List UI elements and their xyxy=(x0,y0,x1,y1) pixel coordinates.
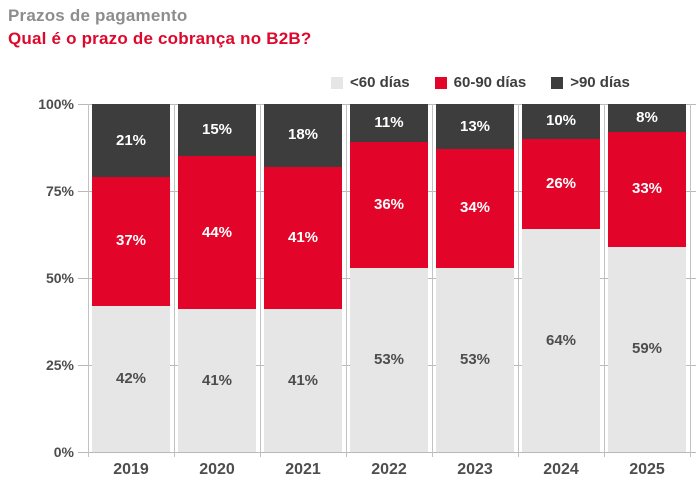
bar-2019-segment-60-90-d-as xyxy=(92,177,170,306)
bar-2019-segment--90-d-as xyxy=(92,104,170,177)
bar-2022-segment--60-d-as xyxy=(350,268,428,452)
bar-2023-segment--90-d-as xyxy=(436,104,514,149)
bar-value-label: 15% xyxy=(201,121,233,138)
bar-value-label: 53% xyxy=(373,351,405,368)
bar-value-label: 36% xyxy=(373,196,405,213)
v-gridline-3 xyxy=(346,104,347,457)
legend-label: 60-90 días xyxy=(453,74,527,91)
bar-value-label: 41% xyxy=(287,372,319,389)
bar-2023-segment--60-d-as xyxy=(436,268,514,452)
bar-value-label: 13% xyxy=(459,118,491,135)
bar-2021-segment-60-90-d-as xyxy=(264,167,342,309)
bar-value-label: 11% xyxy=(374,114,404,131)
bar-2025-segment-60-90-d-as xyxy=(608,132,686,247)
y-axis-label-75: 75% xyxy=(45,183,74,199)
y-axis-label-50: 50% xyxy=(45,270,74,286)
legend-label: >90 días xyxy=(570,74,630,91)
v-gridline-2 xyxy=(260,104,261,457)
bar-value-label: 10% xyxy=(545,112,577,129)
chart-supertitle: Prazos de pagamento xyxy=(8,6,188,25)
bar-value-label: 33% xyxy=(631,180,663,197)
v-gridline-7 xyxy=(690,104,691,457)
bar-2019-segment--60-d-as xyxy=(92,306,170,452)
bar-2024-segment--60-d-as xyxy=(522,229,600,452)
bar-value-label: 26% xyxy=(545,175,577,192)
bar-value-label: 8% xyxy=(636,109,658,126)
x-axis-label-2023: 2023 xyxy=(457,461,493,478)
bar-value-label: 18% xyxy=(287,126,319,143)
bar-value-label: 41% xyxy=(287,229,319,246)
legend-item-2: 60-90 días xyxy=(434,74,527,91)
bar-2022-segment-60-90-d-as xyxy=(350,142,428,268)
bar-2021-segment--90-d-as xyxy=(264,104,342,167)
v-gridline-5 xyxy=(518,104,519,457)
bar-value-label: 41% xyxy=(201,372,233,389)
h-gridline-0 xyxy=(78,452,696,453)
y-axis-label-25: 25% xyxy=(45,357,74,373)
bar-2022-segment--90-d-as xyxy=(350,104,428,142)
bar-value-label: 21% xyxy=(115,132,147,149)
bar-2020-segment-60-90-d-as xyxy=(178,156,256,309)
legend-swatch-icon xyxy=(331,76,343,89)
bar-2025-segment--60-d-as xyxy=(608,247,686,452)
y-axis-label-0: 0% xyxy=(53,444,74,460)
chart-title: Qual é o prazo de cobrança no B2B? xyxy=(8,29,312,48)
legend-item-1: <60 días xyxy=(331,74,410,91)
v-gridline-6 xyxy=(604,104,605,457)
x-axis-label-2021: 2021 xyxy=(285,461,321,478)
bar-value-label: 59% xyxy=(631,340,663,357)
x-axis-label-2022: 2022 xyxy=(371,461,407,478)
bar-2020-segment--90-d-as xyxy=(178,104,256,156)
bar-value-label: 64% xyxy=(545,332,577,349)
x-axis-label-2024: 2024 xyxy=(543,461,579,478)
legend-item-3: >90 días xyxy=(551,74,630,91)
bar-2024-segment--90-d-as xyxy=(522,104,600,139)
v-gridline-1 xyxy=(174,104,175,457)
v-gridline-0 xyxy=(88,104,89,457)
bar-2025-segment--90-d-as xyxy=(608,104,686,132)
bar-value-label: 42% xyxy=(115,370,147,387)
v-gridline-4 xyxy=(432,104,433,457)
bar-value-label: 34% xyxy=(459,199,491,216)
bar-value-label: 44% xyxy=(201,224,233,241)
legend-swatch-icon xyxy=(551,76,564,89)
y-axis-label-100: 100% xyxy=(38,96,74,112)
x-axis-label-2025: 2025 xyxy=(629,461,665,478)
bar-value-label: 37% xyxy=(115,232,147,249)
chart-legend: <60 días 60-90 días >90 días xyxy=(331,74,630,91)
legend-swatch-icon xyxy=(434,76,447,89)
bar-2021-segment--60-d-as xyxy=(264,309,342,452)
bar-2024-segment-60-90-d-as xyxy=(522,139,600,229)
bar-2023-segment-60-90-d-as xyxy=(436,149,514,268)
bar-2020-segment--60-d-as xyxy=(178,309,256,452)
x-axis-label-2020: 2020 xyxy=(199,461,235,478)
bar-value-label: 53% xyxy=(459,351,491,368)
legend-label: <60 días xyxy=(350,74,410,91)
x-axis-label-2019: 2019 xyxy=(113,461,149,478)
